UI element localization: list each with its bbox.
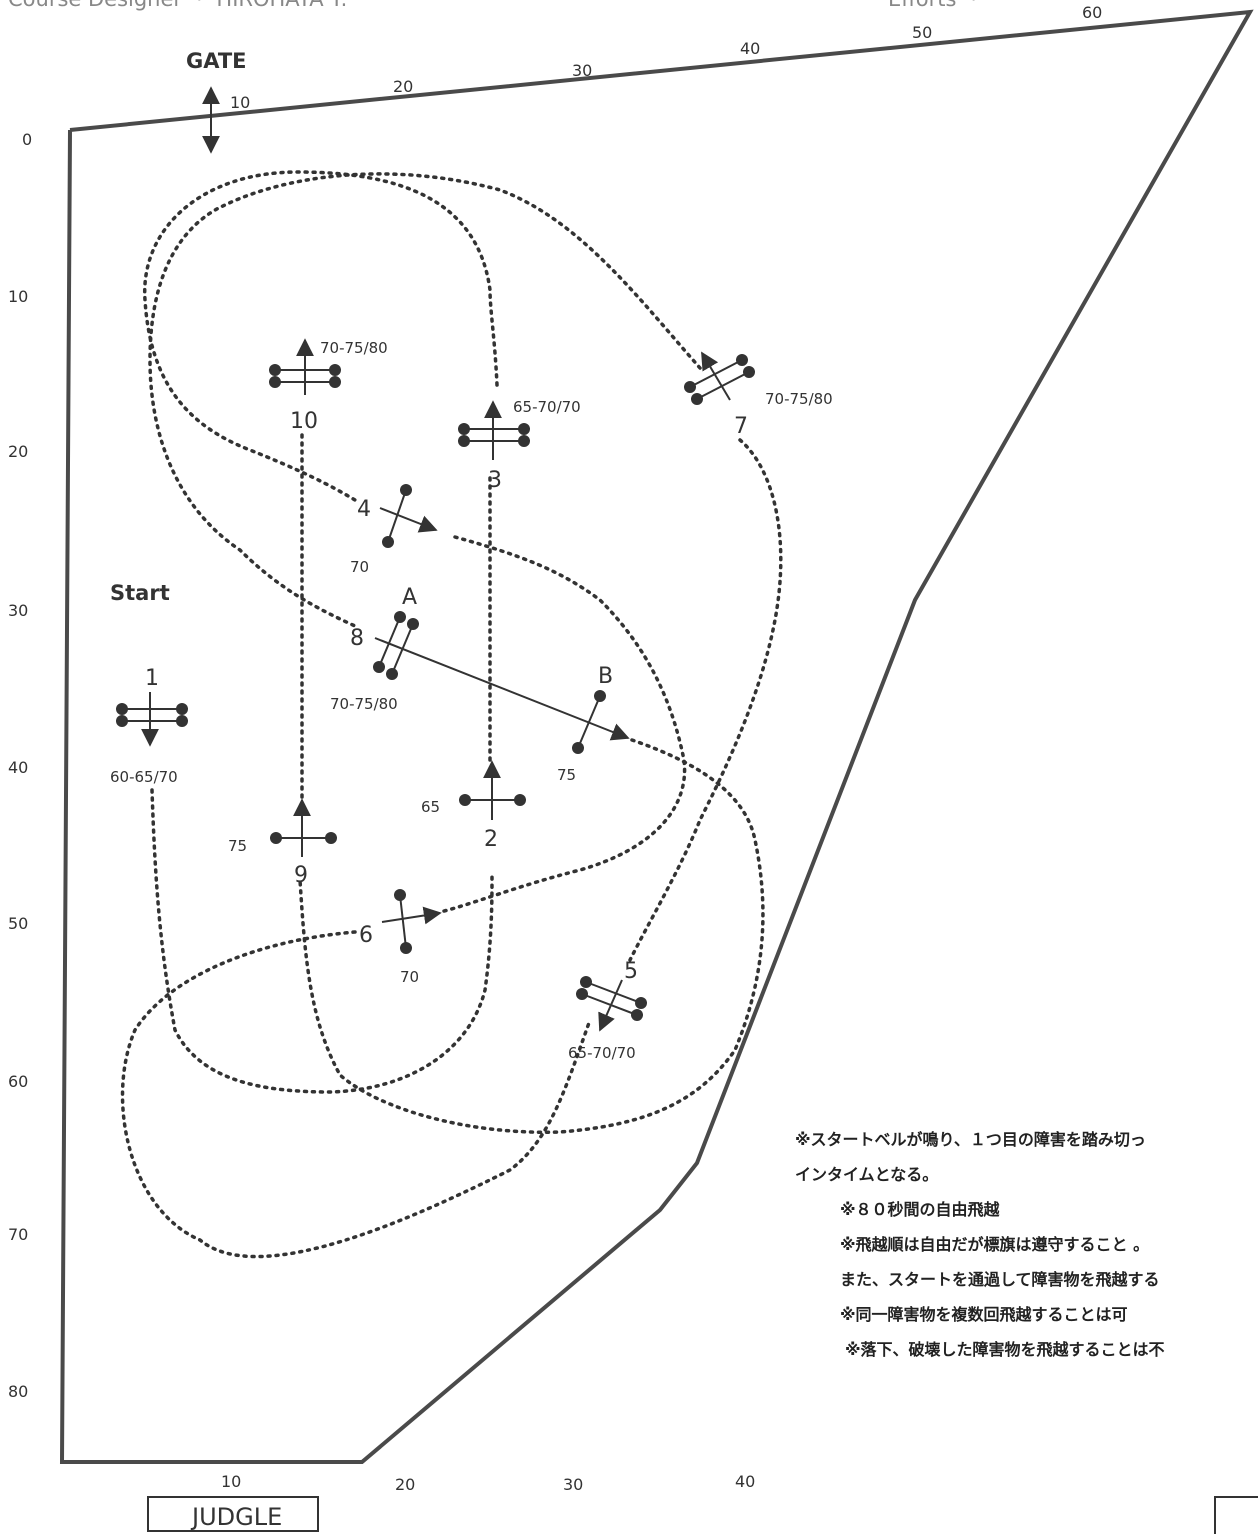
obstacle-height: 70	[350, 558, 369, 576]
axis-top-label: 20	[393, 77, 413, 96]
course-designer-label: Course Designer ・ HIROHATA T.	[8, 0, 347, 11]
obstacle-height: 70-75/80	[765, 390, 833, 408]
obstacle-10	[269, 338, 341, 395]
axis-top-label: 10	[230, 93, 250, 112]
judge-label: JUDGLE	[190, 1503, 282, 1531]
axis-top-label: 60	[1082, 3, 1102, 22]
axis-left-label: 70	[8, 1225, 28, 1244]
route-loop-1	[143, 170, 499, 502]
course-paths	[120, 170, 783, 1259]
start-label: Start	[110, 581, 170, 605]
route-loop-3	[120, 930, 592, 1259]
axis-bottom-label: 20	[395, 1475, 415, 1494]
obstacle-number: 3	[488, 468, 502, 493]
combo-b-label: B	[598, 664, 613, 689]
box-corner	[1214, 1496, 1258, 1538]
axis-bottom-label: 30	[563, 1475, 583, 1494]
axis-left-label: 40	[8, 758, 28, 777]
combo-a-label: A	[402, 585, 417, 610]
axis-top-label: 30	[572, 61, 592, 80]
obstacle-number: 6	[359, 923, 373, 948]
obstacle-number: 1	[145, 666, 159, 691]
obstacle-3	[458, 400, 530, 460]
axis-bottom-label: 40	[735, 1472, 755, 1491]
obstacle-height: 70	[400, 968, 419, 986]
route-loop-4	[148, 172, 702, 628]
route-loop-5	[298, 738, 765, 1134]
obstacle-number: 8	[350, 626, 364, 651]
obstacle-number: 9	[294, 863, 308, 888]
obstacle-number: 2	[484, 827, 498, 852]
efforts-label: Efforts ・	[888, 0, 984, 11]
combo-line	[374, 637, 630, 741]
route-loop-2	[438, 535, 687, 914]
gate-label: GATE	[186, 49, 247, 73]
obstacle-number: 5	[624, 959, 638, 984]
obstacle-8b	[572, 690, 606, 754]
axis-left-label: 50	[8, 914, 28, 933]
obstacle-height: 70-75/80	[330, 695, 398, 713]
obstacle-number: 10	[290, 409, 318, 434]
axis-left-label: 20	[8, 442, 28, 461]
arena-boundary	[59, 9, 1254, 1464]
axis-left-label: 60	[8, 1072, 28, 1091]
obstacle-height: 75	[228, 837, 247, 855]
obstacle-1	[116, 692, 188, 747]
route-loop-6	[628, 438, 783, 962]
obstacle-number: 7	[734, 414, 748, 439]
obstacle-height: 60-65/70	[110, 768, 178, 786]
axis-left-label: 30	[8, 601, 28, 620]
obstacle-height: 70-75/80	[320, 339, 388, 357]
obstacle-7	[684, 351, 755, 405]
route-line-1-to-3	[150, 788, 494, 1094]
axis-bottom-label: 10	[221, 1472, 241, 1491]
obstacle-height: 65-70/70	[568, 1044, 636, 1062]
axis-top-label: 50	[912, 23, 932, 42]
obstacle-height: 75	[557, 766, 576, 784]
axis-top-label: 40	[740, 39, 760, 58]
judge-box	[147, 1496, 319, 1532]
obstacle-height: 65	[421, 798, 440, 816]
obstacle-5	[576, 976, 647, 1032]
obstacle-6	[381, 889, 442, 954]
obstacle-9	[270, 798, 337, 857]
axis-left-label: 0	[22, 130, 32, 149]
obstacle-4	[379, 484, 438, 548]
obstacle-number: 4	[357, 497, 371, 522]
axis-left-label: 10	[8, 287, 28, 306]
axis-left-label: 80	[8, 1382, 28, 1401]
obstacle-2	[459, 760, 526, 820]
obstacle-height: 65-70/70	[513, 398, 581, 416]
